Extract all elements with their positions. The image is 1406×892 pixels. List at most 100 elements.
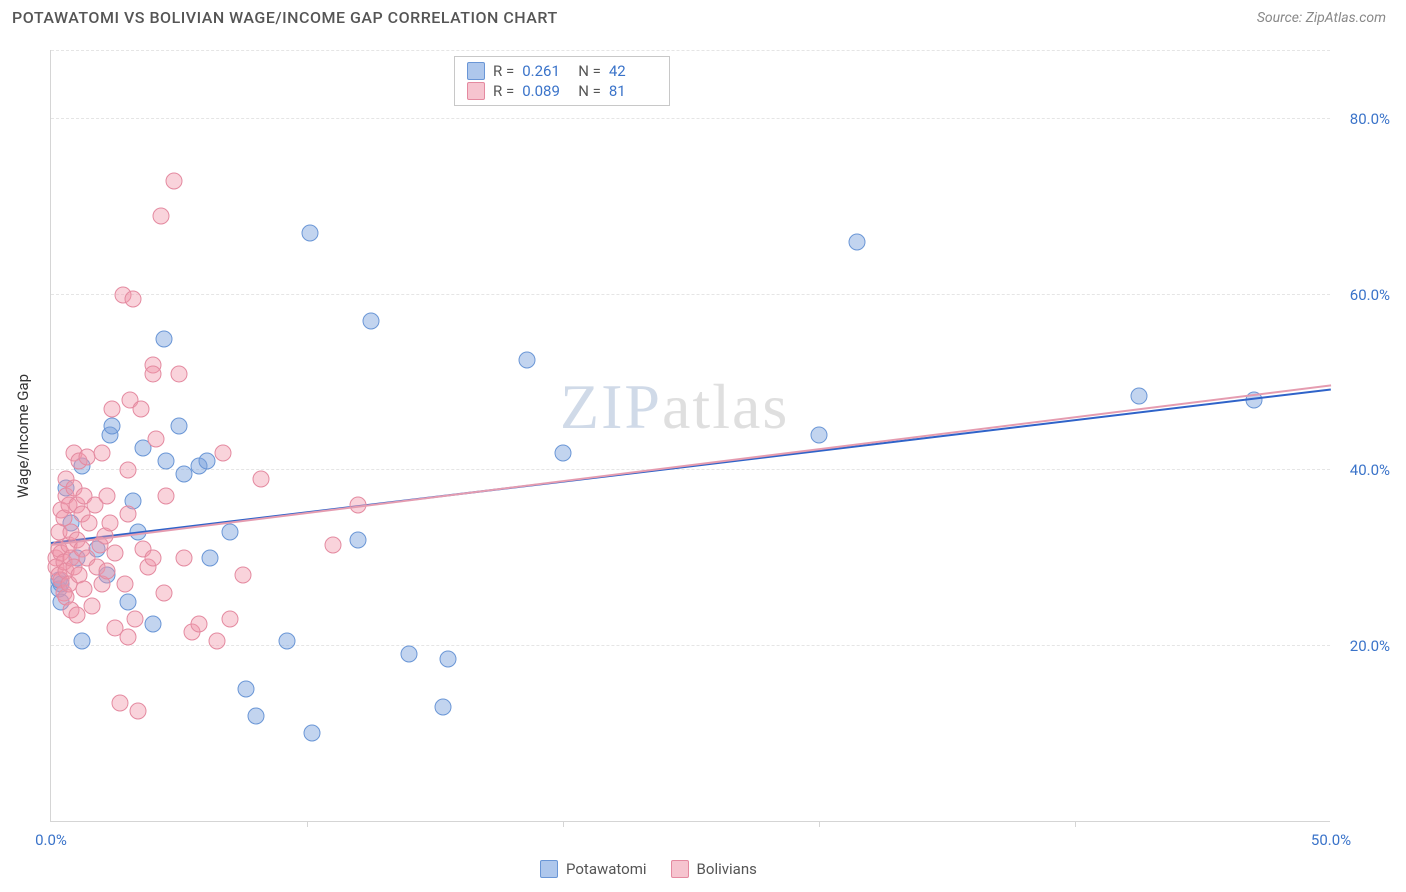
data-point [76,580,93,597]
data-point [124,291,141,308]
series-swatch-icon [540,860,558,878]
y-tick-label: 80.0% [1350,110,1390,128]
chart-source: Source: ZipAtlas.com [1257,10,1386,26]
data-point [247,707,264,724]
x-minor-tick [1075,821,1076,827]
data-point [176,466,193,483]
legend-r-label: R = [493,82,514,100]
data-point [153,207,170,224]
series-swatch-icon [671,860,689,878]
gridline [51,294,1330,295]
data-point [130,703,147,720]
data-point [214,444,231,461]
gridline [51,50,1330,51]
data-point [301,225,318,242]
trend-line [51,385,1331,547]
data-point [73,633,90,650]
data-point [155,330,172,347]
data-point [119,593,136,610]
y-tick-label: 40.0% [1350,461,1390,479]
data-point [117,576,134,593]
data-point [145,549,162,566]
series-name: Bolivians [697,860,757,878]
data-point [209,633,226,650]
data-point [83,598,100,615]
data-point [363,312,380,329]
legend-r-label: R = [493,62,514,80]
data-point [104,400,121,417]
gridline [51,469,1330,470]
data-point [1131,387,1148,404]
data-point [171,365,188,382]
data-point [222,523,239,540]
data-point [324,536,341,553]
data-point [252,470,269,487]
correlation-legend-row: R =0.089N =81 [467,81,657,101]
data-point [147,431,164,448]
series-swatch-icon [467,62,485,80]
chart-plot-area: Wage/Income Gap 20.0%40.0%60.0%80.0%0.0%… [50,50,1330,822]
gridline [51,118,1330,119]
correlation-legend-row: R = 0.261 N = 42 [467,61,657,81]
data-point [127,611,144,628]
data-point [278,633,295,650]
data-point [107,545,124,562]
legend-n-value: 81 [609,82,657,100]
x-minor-tick [307,821,308,827]
data-point [235,567,252,584]
data-point [811,427,828,444]
data-point [439,650,456,667]
data-point [199,453,216,470]
chart-header: POTAWATOMI VS BOLIVIAN WAGE/INCOME GAP C… [0,0,1406,35]
data-point [94,444,111,461]
data-point [434,698,451,715]
y-axis-title: Wage/Income Gap [14,373,32,497]
data-point [119,628,136,645]
data-point [145,365,162,382]
x-minor-tick [563,821,564,827]
series-swatch-icon [467,82,485,100]
series-legend-item: Bolivians [671,860,757,878]
data-point [519,352,536,369]
data-point [99,562,116,579]
data-point [849,234,866,251]
legend-n-label: N = [578,82,601,100]
legend-n-value: 42 [609,62,657,80]
data-point [222,611,239,628]
series-name: Potawatomi [566,860,647,878]
data-point [158,488,175,505]
series-legend: Potawatomi Bolivians [540,860,757,878]
data-point [112,694,129,711]
data-point [68,606,85,623]
data-point [304,725,321,742]
gridline [51,645,1330,646]
data-point [191,615,208,632]
data-point [237,681,254,698]
data-point [81,514,98,531]
x-minor-tick [819,821,820,827]
chart-title: POTAWATOMI VS BOLIVIAN WAGE/INCOME GAP C… [12,8,558,27]
data-point [401,646,418,663]
legend-n-label: N = [578,62,601,80]
data-point [350,532,367,549]
data-point [165,172,182,189]
data-point [201,549,218,566]
x-tick-label: 0.0% [35,831,67,849]
legend-r-value: 0.261 [522,62,570,80]
series-legend-item: Potawatomi [540,860,647,878]
data-point [119,462,136,479]
x-tick-label: 50.0% [1311,831,1351,849]
data-point [171,418,188,435]
correlation-legend: R =0.261N =42R =0.089N =81 [454,56,670,106]
y-tick-label: 60.0% [1350,286,1390,304]
data-point [99,488,116,505]
data-point [155,584,172,601]
data-point [119,505,136,522]
data-point [176,549,193,566]
data-point [555,444,572,461]
y-tick-label: 20.0% [1350,637,1390,655]
data-point [132,400,149,417]
data-point [101,514,118,531]
data-point [145,615,162,632]
data-point [104,418,121,435]
